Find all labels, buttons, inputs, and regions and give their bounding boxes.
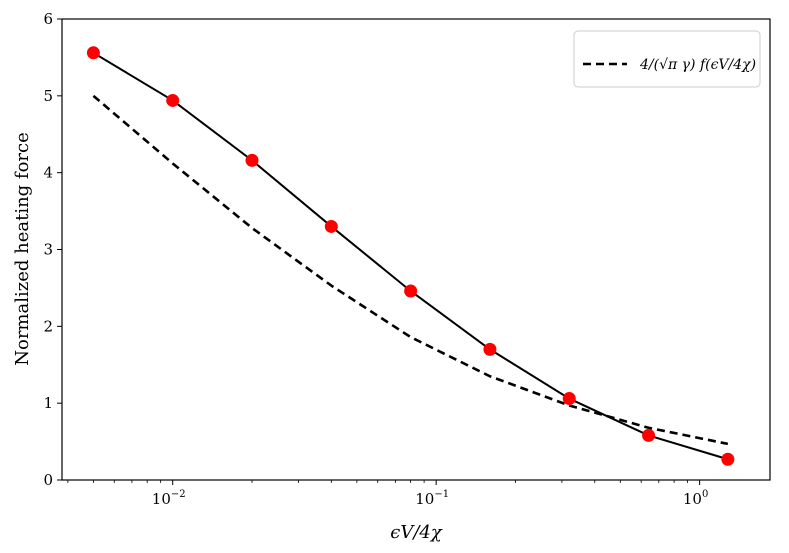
legend-box <box>573 30 761 88</box>
y-tick-label: 1 <box>43 394 53 412</box>
y-tick-label: 5 <box>43 87 53 105</box>
legend-label: 4/(√π γ) f(ϵV/4χ) <box>639 57 756 73</box>
x-tick-label: 100 <box>683 489 708 508</box>
data-point-marker <box>562 392 576 406</box>
data-point-marker <box>404 284 418 298</box>
y-tick-label: 2 <box>43 317 53 335</box>
y-axis-label: Normalized heating force <box>12 132 33 366</box>
data-point-marker <box>483 342 497 356</box>
data-point-marker <box>721 452 735 466</box>
series-layer <box>86 46 735 466</box>
x-tick-label: 10−2 <box>152 489 186 508</box>
x-axis: 10−2 10−1 100 <box>67 480 708 508</box>
y-tick-label: 6 <box>43 10 53 28</box>
dashed-curve-line <box>92 94 729 446</box>
y-tick-label: 3 <box>43 241 53 259</box>
data-point-marker <box>166 93 180 107</box>
x-tick-label: 10−1 <box>415 489 449 508</box>
solid-curve-line <box>92 51 729 461</box>
data-point-marker <box>245 153 259 167</box>
y-tick-label: 4 <box>43 164 53 182</box>
data-point-marker <box>86 46 100 60</box>
x-axis-label: ϵV/4χ <box>390 522 443 543</box>
data-point-marker <box>324 219 338 233</box>
plot-area <box>61 18 771 481</box>
y-tick-label: 0 <box>43 471 53 489</box>
plot-frame <box>61 18 771 481</box>
legend: 4/(√π γ) f(ϵV/4χ) <box>573 30 761 88</box>
y-axis: 0 1 2 3 4 5 6 <box>43 10 62 489</box>
data-point-marker <box>642 428 656 442</box>
